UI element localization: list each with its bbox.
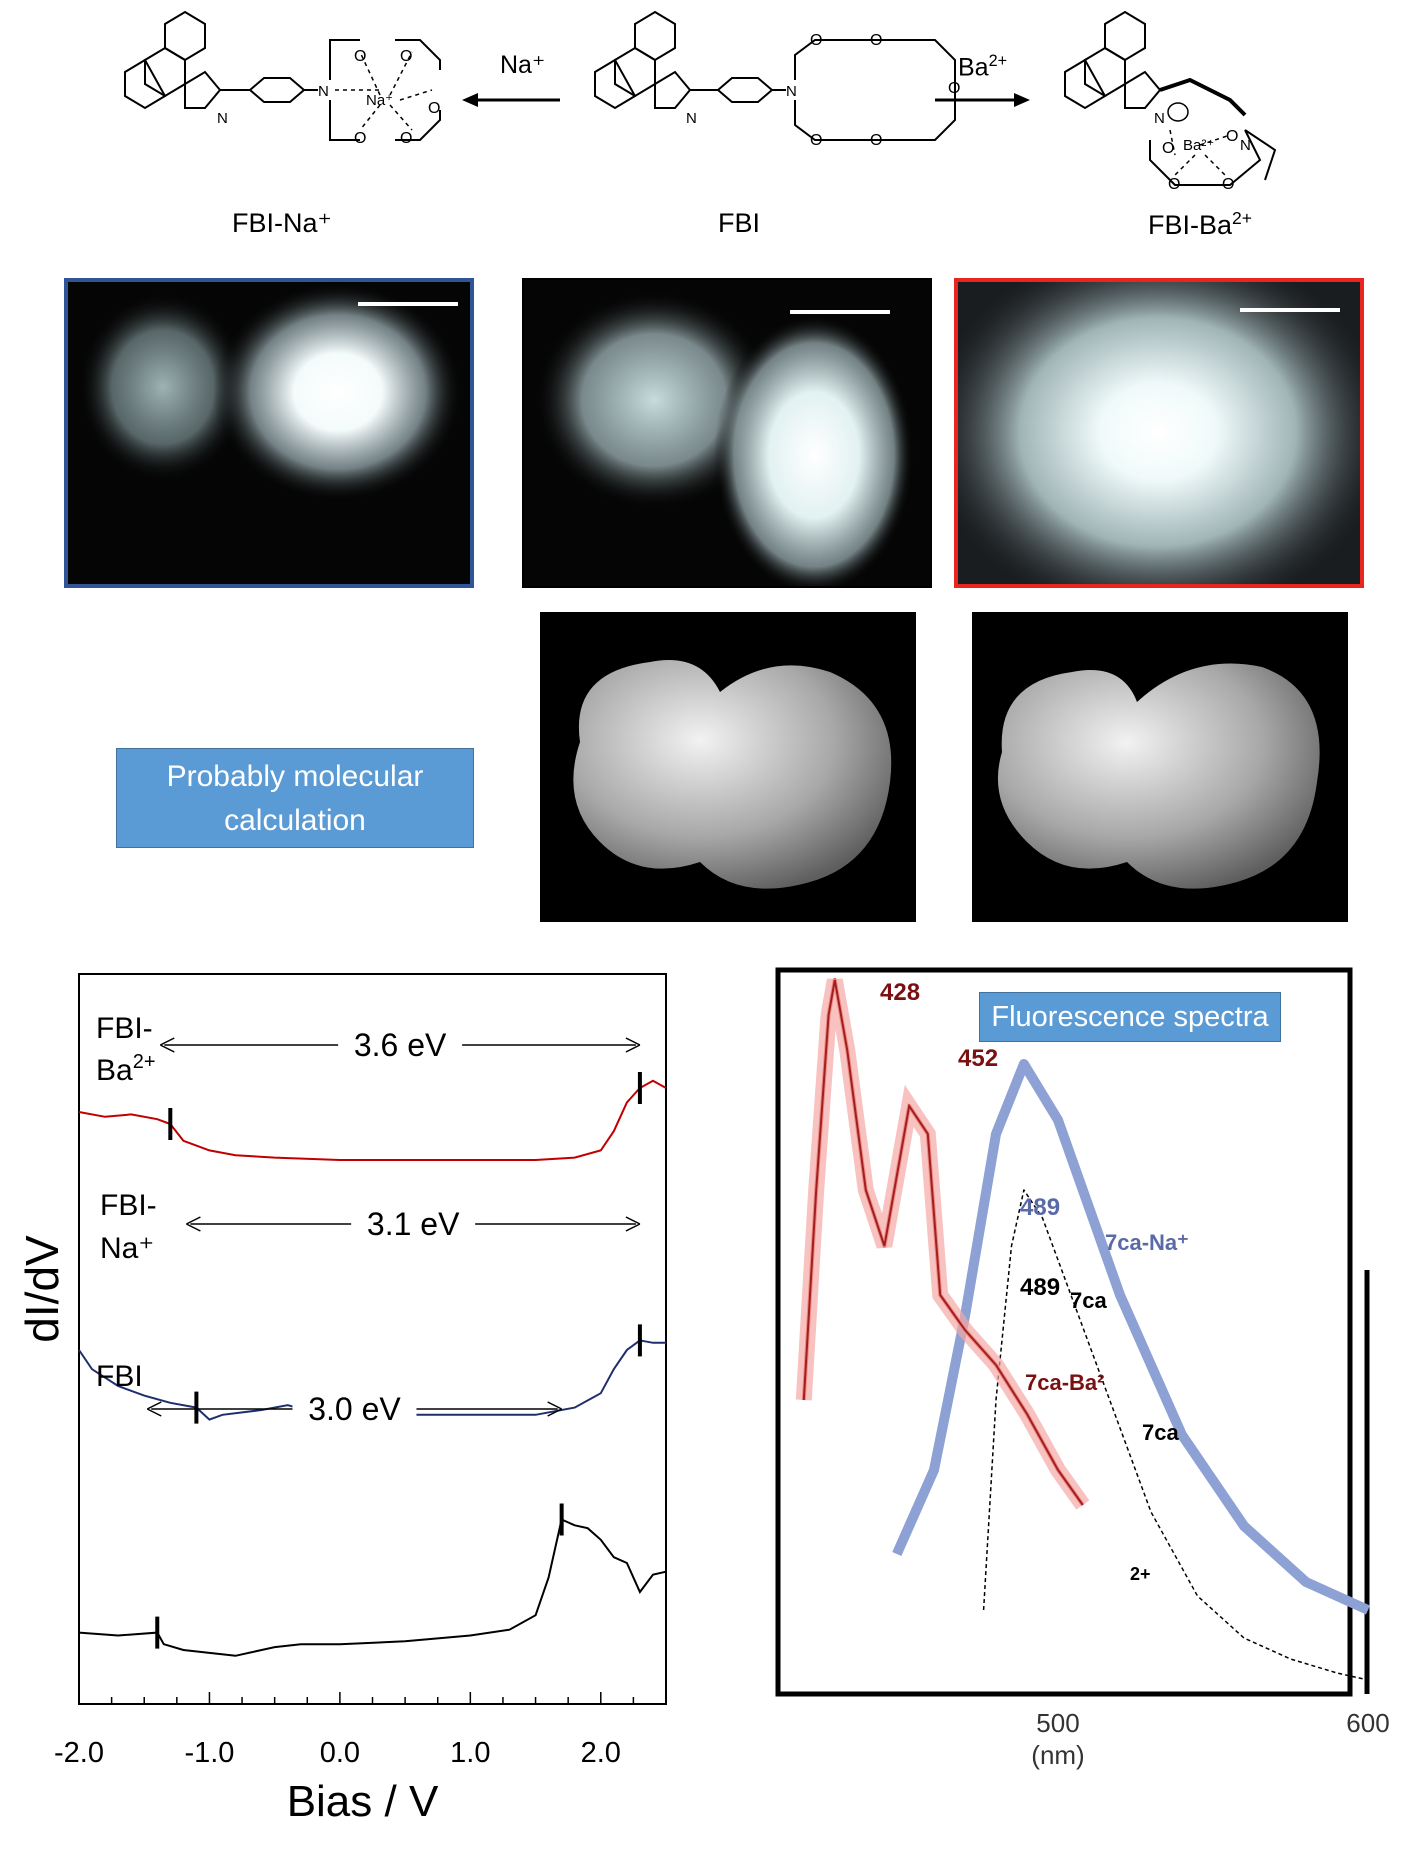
x-tick-label: -2.0 [54,1737,104,1769]
peak-label: 489 [1020,1194,1060,1221]
fbi-na-label: FBI-Na⁺ [232,208,332,238]
x-axis-label: (nm) [1031,1740,1084,1770]
gap-label-bg [338,1023,463,1063]
gap-arrowhead [146,1401,562,1417]
atom-o-label: O [810,32,823,49]
atom-n-label: N [1240,137,1251,154]
atom-o-label: O [1168,176,1181,193]
peak-label: 489 [1020,1274,1060,1301]
series-label: Na⁺ [100,1232,154,1265]
gap-label-bg [292,1387,417,1427]
series-label: Ba2+ [96,1051,156,1087]
atom-ba-label: Ba²⁺ [1183,137,1214,154]
series-line [78,1518,667,1657]
fluorescence-title: Fluorescence spectra [979,992,1281,1042]
x-tick-label: -1.0 [184,1737,234,1769]
atom-o-label: O [870,132,883,149]
gap-label: 3.1 eV [367,1206,460,1242]
x-tick-label: 500 [1036,1708,1079,1738]
calc-render-fbi-ba [972,612,1348,922]
series-line [892,1059,1371,1615]
fbi-structure [594,10,956,141]
stm-image-fbi [522,278,932,588]
series-label: FBI- [100,1189,157,1222]
fbi-na-structure [124,10,441,141]
gap-label: 3.6 eV [354,1027,447,1063]
series-label: 7ca [1142,1420,1179,1445]
series-label-sup: 2+ [133,1051,156,1073]
x-tick-label: 1.0 [450,1737,490,1769]
peak-label: 452 [958,1045,998,1072]
series-line [982,1189,1369,1681]
x-axis-label: Bias / V [287,1777,439,1826]
scale-bar [790,310,890,314]
fluorescence-chart: 500 600 (nm) 428 452 489 7ca-Na⁺ 489 7ca 7ca-Ba² 7… [775,967,1390,1770]
series-label: 7ca-Na⁺ [1105,1230,1189,1255]
series-label: FBI- [96,1012,153,1045]
atom-o-label: O [948,80,961,97]
gap-label-bg [351,1202,476,1242]
atom-o-label: O [400,130,413,147]
calculation-note: Probably molecular calculation [116,748,474,848]
atom-o-label: O [1162,140,1175,157]
series-label: 7ca [1070,1288,1107,1313]
scale-bar [1240,308,1340,312]
atom-o-label: O [1226,128,1239,145]
gap-label: 3.0 eV [308,1391,401,1427]
arrow-na-label: Na⁺ [500,51,546,79]
series-line [78,1079,667,1161]
plot-frame [78,973,667,1705]
chemical-scheme: N N Na⁺ N N N N Ba²⁺ [124,10,1277,186]
atom-o-label: O [428,100,441,117]
atom-n-label: N [318,83,329,100]
scale-bar [358,302,458,306]
atom-n-label: N [786,83,797,100]
stm-image-fbi-ba [954,278,1364,588]
arrow-ba-label: Ba2+ [958,52,1008,82]
y-axis-label: dI/dV [16,1235,68,1343]
gap-arrowhead [186,1216,641,1232]
peak-label: 428 [880,979,920,1006]
x-tick-label: 600 [1346,1708,1389,1738]
atom-n-label: N [217,110,228,127]
series-label: 2+ [1130,1564,1151,1584]
series-label: FBI [96,1360,143,1393]
fbi-label: FBI [718,208,761,238]
stm-image-fbi-na [64,278,474,588]
series-label: 7ca-Ba² [1025,1370,1104,1395]
sts-chart: -2.0 -1.0 0.0 1.0 2.0 Bias / V dI/dV 3.6 eV 3.1 … [16,973,667,1826]
atom-o-label: O [354,130,367,147]
calc-render-fbi [540,612,916,922]
atom-o-label: O [354,48,367,65]
atom-na-label: Na⁺ [366,92,393,109]
fbi-ba-structure [1064,10,1277,186]
x-tick-label: 0.0 [320,1737,360,1769]
x-tick-label: 2.0 [581,1737,621,1769]
plot-frame [775,967,1353,1697]
atom-o-label: O [810,132,823,149]
atom-n-label: N [686,110,697,127]
atom-o-label: O [870,32,883,49]
atom-o-label: O [400,48,413,65]
fbi-ba-label: FBI-Ba2+ [1148,208,1253,240]
atom-n-label: N [1154,110,1165,127]
oxygen-labels: O O O O O O O O O O O O O O [0,0,1421,250]
series-line [802,979,1084,1506]
atom-o-label: O [1222,176,1235,193]
gap-arrowhead [159,1037,641,1053]
